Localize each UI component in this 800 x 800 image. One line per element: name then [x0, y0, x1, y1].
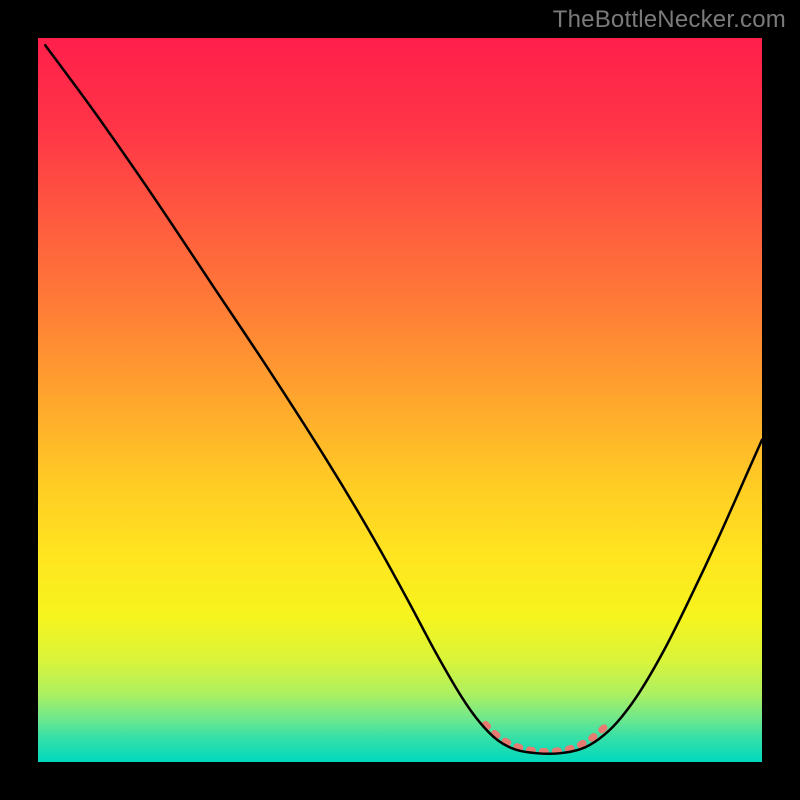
plot-svg	[0, 0, 800, 800]
chart-frame: TheBottleNecker.com	[0, 0, 800, 800]
gradient-background	[38, 38, 762, 762]
